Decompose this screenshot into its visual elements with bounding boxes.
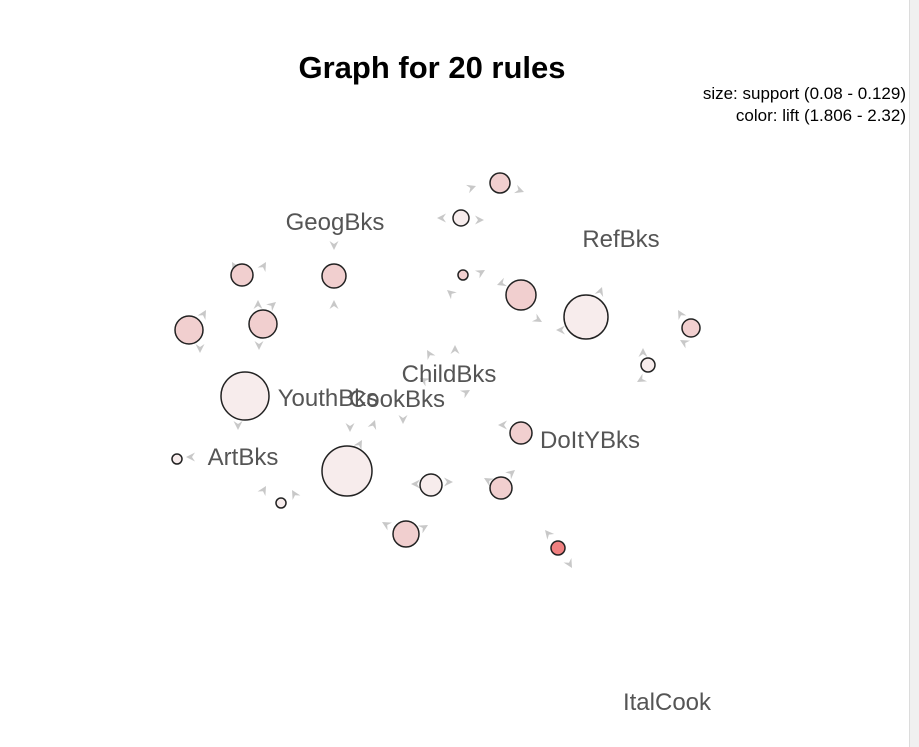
edge-arrowhead-11 <box>497 277 507 287</box>
item-label-youthbks: YouthBks <box>278 385 379 412</box>
edge-arrowhead-8 <box>329 300 339 309</box>
edge-arrowhead-5 <box>257 262 266 273</box>
rule-node-12 <box>220 371 270 421</box>
rule-node-19 <box>392 520 420 548</box>
rule-node-7 <box>563 294 609 340</box>
edge-arrowhead-4 <box>475 215 484 225</box>
item-label-refbks: RefBks <box>582 226 659 253</box>
edge-arrowhead-39 <box>484 478 495 487</box>
edge-arrowhead-3 <box>437 213 446 223</box>
edge-arrowhead-33 <box>498 420 507 430</box>
rule-node-11 <box>640 357 656 373</box>
rule-node-16 <box>419 473 443 497</box>
rule-node-14 <box>171 453 183 465</box>
edge-arrowhead-24 <box>233 421 243 430</box>
edge-arrowhead-2 <box>514 184 524 194</box>
item-label-childbks: ChildBks <box>402 361 497 388</box>
rule-node-8 <box>174 315 204 345</box>
edge-arrowhead-14 <box>594 287 604 297</box>
edge-arrowhead-18 <box>266 302 276 312</box>
edge-arrowhead-27 <box>353 440 362 451</box>
rule-node-3 <box>230 263 254 287</box>
edge-arrowhead-29 <box>420 378 431 387</box>
edge-arrowhead-17 <box>253 300 263 309</box>
edge-arrowhead-19 <box>254 341 264 350</box>
item-label-artbks: ArtBks <box>208 444 279 471</box>
rule-node-13 <box>509 421 533 445</box>
rule-node-10 <box>681 318 701 338</box>
rule-node-20 <box>550 540 566 556</box>
edge-arrowhead-43 <box>545 530 555 540</box>
edge-arrowhead-32 <box>427 350 436 361</box>
edge-arrowhead-21 <box>680 340 691 349</box>
item-label-doitybks: DoItYBks <box>540 427 640 454</box>
edge-arrowhead-26 <box>367 420 377 430</box>
edge-arrowhead-16 <box>195 344 205 353</box>
edge-arrowhead-22 <box>638 348 648 357</box>
item-label-cookbks: CookBks <box>349 386 445 413</box>
window-scroll-edge[interactable] <box>909 0 919 747</box>
edge-arrowhead-37 <box>411 479 420 489</box>
rule-nodes <box>171 172 701 556</box>
edge-arrowhead-38 <box>444 477 453 487</box>
edge-arrowhead-30 <box>450 345 460 354</box>
rule-node-1 <box>489 172 511 194</box>
item-label-geogbks: GeogBks <box>286 209 385 236</box>
legend-color-text: color: lift (1.806 - 2.32) <box>736 106 906 125</box>
edge-arrowhead-15 <box>197 310 206 321</box>
item-label-italcook: ItalCook <box>623 689 712 716</box>
edge-arrowhead-25 <box>345 423 355 432</box>
rule-node-17 <box>489 476 513 500</box>
rule-node-2 <box>452 209 470 227</box>
edge-arrowhead-40 <box>505 470 515 480</box>
edge-arrowhead-28 <box>398 415 408 424</box>
edge-arrowhead-13 <box>556 325 565 335</box>
edge-arrowhead-12 <box>531 313 542 322</box>
edge-arrowhead-20 <box>678 310 687 321</box>
legend-size-text: size: support (0.08 - 0.129) <box>703 84 906 103</box>
edge-arrowhead-44 <box>563 557 572 568</box>
edge-arrowhead-41 <box>382 522 393 531</box>
edge-arrowhead-31 <box>459 390 470 399</box>
edge-arrowhead-10 <box>474 270 485 279</box>
edge-arrowhead-36 <box>292 490 301 501</box>
rule-node-9 <box>248 309 278 339</box>
rule-node-4 <box>321 263 347 289</box>
edge-arrowhead-34 <box>186 452 195 462</box>
edge-arrowhead-35 <box>257 486 266 497</box>
plot-title: Graph for 20 rules <box>298 50 565 85</box>
edge-arrowhead-1 <box>466 184 476 194</box>
edge-arrows <box>186 184 691 568</box>
rule-node-5 <box>457 269 469 281</box>
edge-arrowhead-23 <box>637 373 648 382</box>
rule-node-15 <box>321 445 373 497</box>
rule-node-6 <box>505 279 537 311</box>
edge-arrowhead-9 <box>447 290 457 300</box>
edge-arrowhead-7 <box>329 241 339 250</box>
edge-arrowhead-42 <box>417 525 428 534</box>
rule-node-18 <box>275 497 287 509</box>
